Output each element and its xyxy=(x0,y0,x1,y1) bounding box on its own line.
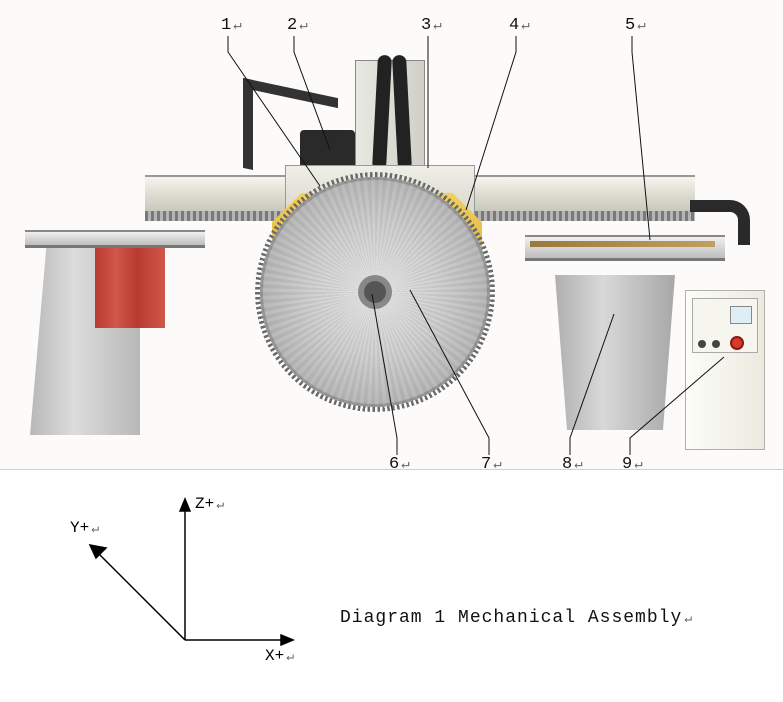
leader-lines xyxy=(0,0,783,470)
axis-x-label: X+↵ xyxy=(265,647,294,665)
callout-1: 1↵ xyxy=(221,16,242,35)
callout-6: 6↵ xyxy=(389,455,410,474)
callout-2: 2↵ xyxy=(287,16,308,35)
callout-8: 8↵ xyxy=(562,455,583,474)
callout-7: 7↵ xyxy=(481,455,502,474)
coordinate-axes: Z+↵ Y+↵ X+↵ xyxy=(65,495,300,665)
callout-5: 5↵ xyxy=(625,16,646,35)
diagram-caption: Diagram 1 Mechanical Assembly↵ xyxy=(340,608,693,628)
callout-3: 3↵ xyxy=(421,16,442,35)
callout-4: 4↵ xyxy=(509,16,530,35)
diagram-figure: 1↵ 2↵ 3↵ 4↵ 5↵ 6↵ 7↵ 8↵ 9↵ xyxy=(0,0,783,470)
axis-y-label: Y+↵ xyxy=(70,519,99,537)
callout-9: 9↵ xyxy=(622,455,643,474)
axis-z-label: Z+↵ xyxy=(195,495,224,513)
axes-svg xyxy=(65,495,300,670)
